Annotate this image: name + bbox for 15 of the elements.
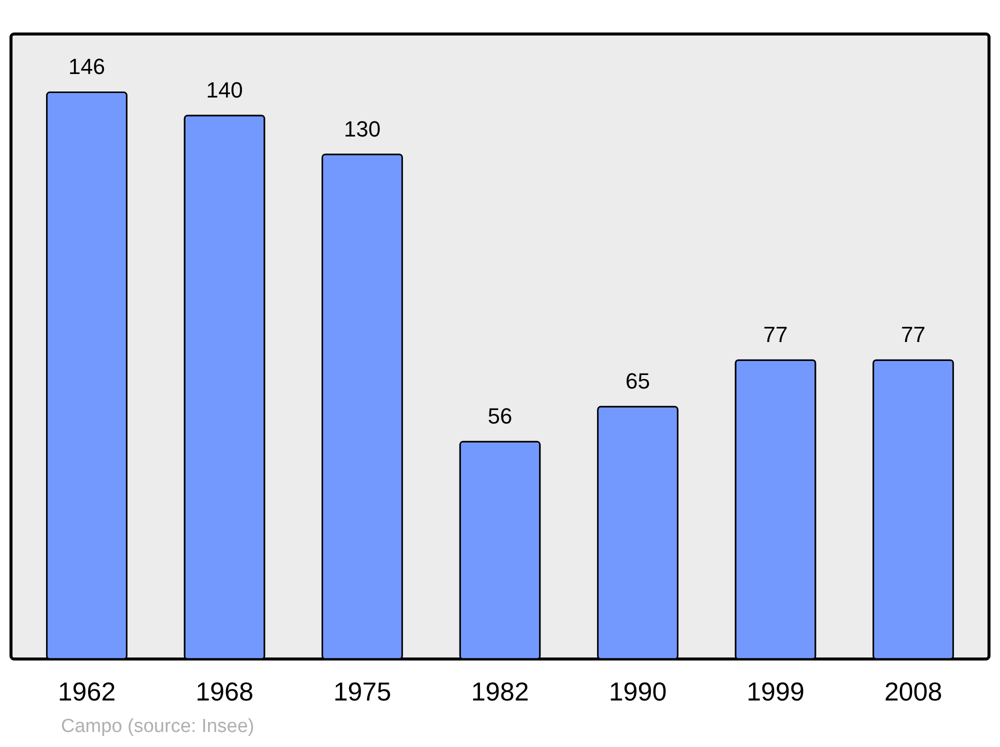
data-label: 146 bbox=[68, 54, 106, 80]
data-label: 140 bbox=[206, 78, 243, 103]
x-tick-label: 1982 bbox=[471, 676, 529, 706]
x-tick-label: 1999 bbox=[746, 676, 804, 706]
data-label: 130 bbox=[344, 116, 381, 142]
x-tick-label: 2008 bbox=[884, 676, 942, 706]
data-label: 77 bbox=[763, 322, 788, 348]
data-label: 77 bbox=[900, 322, 926, 348]
data-label: 65 bbox=[626, 368, 650, 394]
x-tick-label: 1975 bbox=[333, 676, 392, 706]
text: Campo (source: Insee) bbox=[61, 716, 254, 737]
x-tick-label: 1990 bbox=[608, 676, 667, 706]
x-tick-label: 1968 bbox=[196, 676, 254, 706]
data-label: 56 bbox=[488, 404, 512, 429]
x-tick-label: 1962 bbox=[58, 676, 116, 706]
